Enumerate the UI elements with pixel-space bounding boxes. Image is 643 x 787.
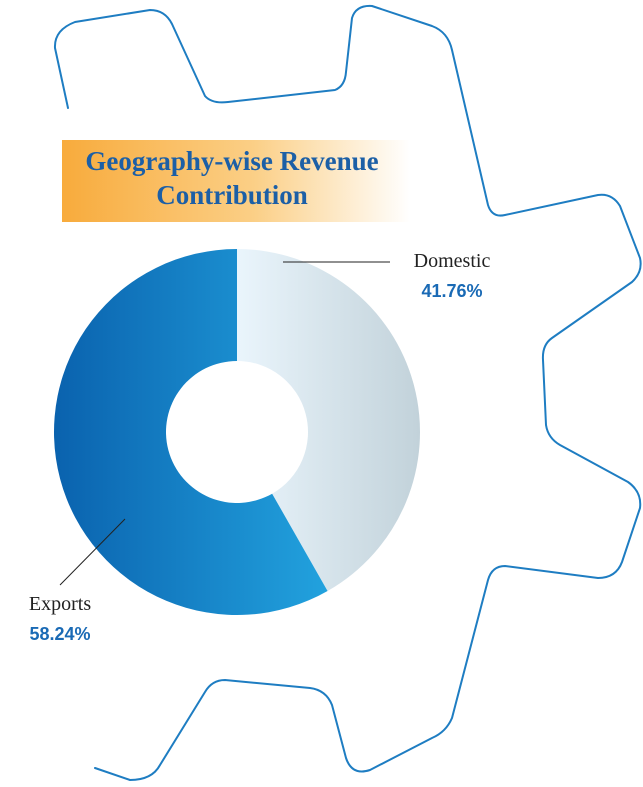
slice-label: Domestic: [414, 250, 491, 272]
donut-slice: [53, 249, 328, 615]
title-background: [62, 140, 410, 222]
chart-title: Geography-wise Revenue Contribution: [85, 146, 379, 210]
gear-outline: [53, 4, 642, 781]
slice-value: 58.24%: [29, 624, 90, 644]
slice-label: Exports: [29, 593, 91, 615]
donut-slice: [237, 249, 420, 592]
leader-line: [59, 518, 126, 586]
slice-value: 41.76%: [421, 281, 482, 301]
